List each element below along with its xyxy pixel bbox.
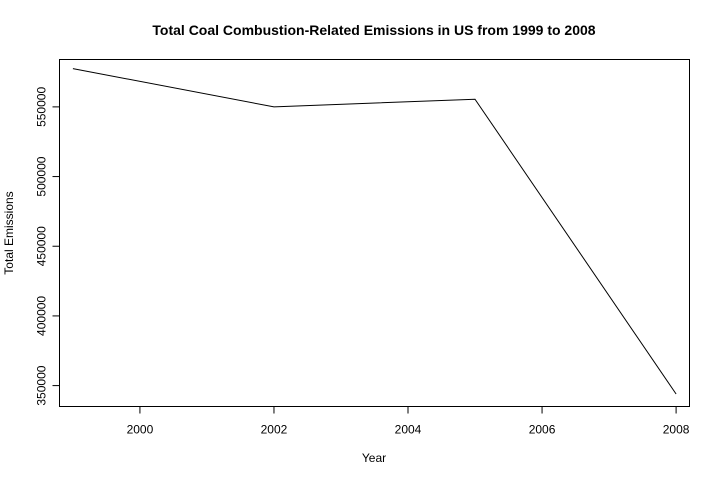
y-tick-label: 500000 <box>35 156 49 196</box>
series-line <box>72 68 677 395</box>
y-tick-label: 450000 <box>35 226 49 266</box>
series-group <box>72 68 677 395</box>
y-tick-label: 400000 <box>35 296 49 336</box>
y-axis: 350000 400000 450000 500000 550000 <box>35 87 60 406</box>
x-tick-label: 2008 <box>663 423 690 437</box>
x-tick-label: 2006 <box>529 423 556 437</box>
x-axis-label: Year <box>362 451 386 465</box>
plot-frame <box>59 59 690 407</box>
x-tick-label: 2002 <box>261 423 288 437</box>
x-axis: 2000 2002 2004 2006 2008 <box>127 406 690 437</box>
y-tick-label: 350000 <box>35 365 49 405</box>
y-axis-label: Total Emissions <box>2 191 16 274</box>
x-tick-label: 2000 <box>127 423 154 437</box>
x-tick-label: 2004 <box>395 423 422 437</box>
y-tick-label: 550000 <box>35 87 49 127</box>
chart-title: Total Coal Combustion-Related Emissions … <box>152 22 595 38</box>
